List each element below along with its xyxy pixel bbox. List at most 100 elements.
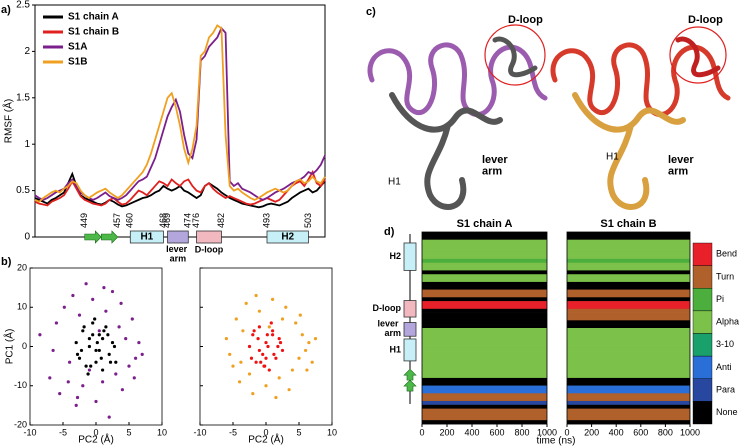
ribbon	[675, 36, 721, 78]
heatmap-row	[567, 304, 690, 310]
x-tick-label: -10	[193, 427, 206, 437]
scatter-point	[120, 388, 124, 392]
scatter-point	[251, 333, 255, 337]
heatmap-row	[422, 408, 547, 413]
x-tick-label: 482	[216, 213, 226, 228]
scatter-point	[307, 340, 311, 345]
structure-label: H1	[388, 177, 401, 188]
ss-loop	[403, 300, 417, 318]
scatter-point	[262, 364, 266, 368]
scatter-point	[294, 321, 298, 325]
scatter-point	[99, 356, 103, 360]
heatmap-row	[567, 243, 690, 248]
panel-title: S1 chain A	[457, 218, 513, 230]
scatter-point	[74, 340, 78, 345]
y-tick-label: 0	[22, 341, 27, 351]
legend-swatch	[692, 288, 713, 312]
scatter-point	[256, 337, 260, 341]
heatmap-row	[422, 400, 547, 406]
scatter-point	[278, 340, 283, 345]
heatmap-row	[422, 278, 547, 283]
ribbon	[367, 42, 548, 117]
scatter-point	[259, 360, 263, 364]
heatmap-row	[422, 412, 547, 417]
scatter-point	[51, 348, 55, 353]
scatter-point	[238, 380, 242, 384]
heatmap-row	[422, 297, 547, 302]
heatmap-row	[422, 316, 547, 321]
heatmap-row	[567, 293, 690, 298]
scatter-point	[77, 313, 82, 317]
x-tick-label: 600	[633, 427, 648, 437]
legend-swatch	[692, 333, 713, 357]
scatter-point	[94, 399, 98, 404]
scatter-point	[77, 356, 82, 360]
heatmap-row	[567, 404, 690, 409]
legend-swatch	[692, 355, 713, 379]
scatter-point	[93, 317, 97, 321]
scatter-point	[234, 317, 238, 321]
heatmap-row	[567, 354, 690, 360]
ss-label: D-loop	[195, 244, 224, 254]
heatmap-row	[422, 235, 547, 240]
scatter-point	[110, 289, 115, 294]
x-tick-label: -10	[23, 427, 36, 437]
scatter-point	[108, 360, 113, 364]
heatmap-row	[567, 400, 690, 406]
heatmap-row	[567, 324, 690, 329]
scatter-point	[269, 321, 273, 325]
heatmap-row	[422, 370, 547, 375]
scatter-point	[290, 368, 294, 372]
legend-swatch	[692, 265, 713, 289]
heatmap-row	[422, 239, 547, 244]
heatmap-row	[567, 347, 690, 352]
legend-label: Anti	[716, 362, 732, 372]
scatter-point	[244, 301, 248, 305]
dloop-circle	[484, 24, 546, 86]
x-axis-label: PC2 (Å)	[248, 433, 284, 446]
scatter-point	[257, 325, 261, 329]
heatmap-row	[567, 285, 690, 290]
legend-swatch	[692, 401, 713, 425]
scatter-point	[54, 321, 59, 325]
heatmap-row	[422, 404, 547, 409]
x-tick-label: 0	[93, 427, 98, 437]
heatmap-row	[567, 381, 690, 386]
legend-swatch	[692, 310, 713, 334]
scatter-point	[58, 392, 62, 396]
scatter-point	[252, 329, 256, 333]
scatter-point	[249, 356, 254, 360]
scatter-point	[71, 293, 75, 298]
ss-helix	[403, 242, 417, 271]
scatter-point	[264, 340, 268, 345]
heatmap-row	[422, 374, 547, 379]
x-tick-label: 200	[439, 427, 454, 437]
heatmap-row	[567, 247, 690, 252]
scatter-point	[75, 352, 80, 356]
heatmap-row	[422, 354, 547, 360]
scatter-point	[114, 372, 118, 376]
structure-label: D-loop	[688, 14, 723, 26]
legend-label: Alpha	[716, 317, 739, 327]
scatter-point	[287, 388, 291, 392]
heatmap-row	[422, 281, 547, 287]
scatter-point	[130, 317, 134, 321]
legend-label: None	[716, 407, 738, 417]
ribbon	[389, 92, 503, 210]
scatter-point	[271, 297, 275, 301]
structure-drawing	[367, 24, 731, 210]
scatter-point	[264, 384, 268, 388]
heatmap-row	[567, 255, 690, 260]
heatmap-row	[567, 351, 690, 356]
dloop-circle	[669, 26, 727, 84]
x-tick-label: 468	[158, 213, 168, 228]
heatmap-row	[567, 370, 690, 375]
scatter-point	[62, 305, 66, 309]
heatmap-row	[567, 232, 690, 237]
scatter-point	[87, 368, 91, 372]
rmsf-line	[34, 169, 326, 207]
x-tick-label: 5	[126, 427, 131, 437]
y-tick-label: 0	[24, 232, 30, 243]
panel-title: S1 chain B	[600, 218, 656, 230]
heatmap-row	[567, 328, 690, 333]
